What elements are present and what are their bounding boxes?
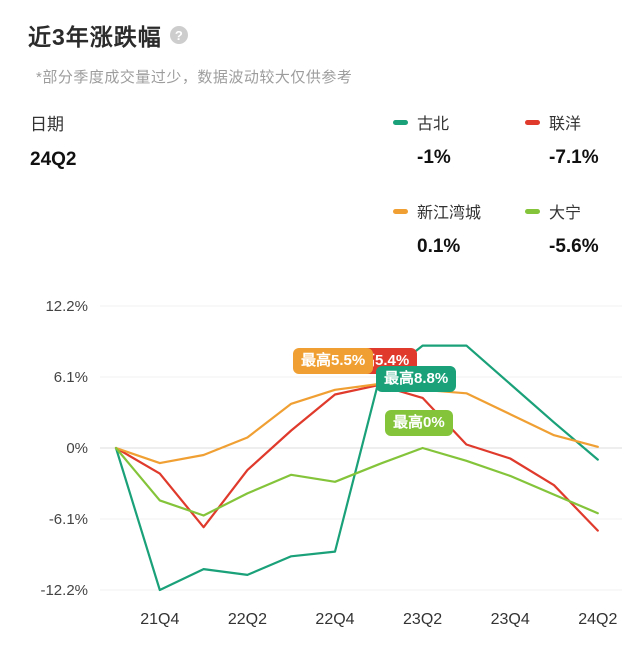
- legend-item-新江湾城[interactable]: 新江湾城 0.1%: [393, 199, 525, 258]
- help-icon[interactable]: ?: [169, 26, 188, 44]
- legend-series-name: 大宁: [549, 205, 582, 222]
- legend-item-联洋[interactable]: 联洋 -7.1%: [525, 110, 640, 169]
- x-axis-label: 22Q2: [228, 611, 267, 628]
- page-title: 近3年涨跌幅: [28, 24, 162, 50]
- x-axis-label: 24Q2: [578, 611, 617, 628]
- max-badge-古北: 最高8.8%: [376, 366, 457, 392]
- x-axis-label: 23Q2: [403, 611, 442, 628]
- disclaimer-note: *部分季度成交量过少，数据波动较大仅供参考: [36, 69, 353, 86]
- max-badge-新江湾城: 最高5.5%: [293, 348, 374, 374]
- legend-marker-icon: [525, 119, 540, 125]
- max-badge-大宁: 最高0%: [385, 410, 453, 436]
- legend-marker-icon: [525, 208, 540, 214]
- legend-series-value: 0.1%: [417, 236, 461, 257]
- x-axis-label: 22Q4: [315, 611, 354, 628]
- trend-line-联洋: [114, 383, 599, 532]
- legend-item-古北[interactable]: 古北 -1%: [393, 110, 525, 169]
- y-axis-label: -12.2%: [40, 582, 88, 599]
- legend-series-name: 新江湾城: [417, 205, 482, 222]
- date-value: 24Q2: [30, 149, 77, 170]
- date-label: 日期: [30, 115, 64, 134]
- y-axis-label: 0%: [66, 440, 88, 457]
- legend-item-大宁[interactable]: 大宁 -5.6%: [525, 199, 640, 258]
- series-legend: 古北 -1% 联洋 -7.1% 新江湾城 0.1% 大宁 -5.6%: [393, 110, 640, 258]
- x-axis-label: 21Q4: [140, 611, 179, 628]
- chart-area: 12.2% 6.1% 0% -6.1% -12.2% 21Q4 22Q2 22Q4 23Q2 23…: [0, 280, 640, 651]
- card-header: 近3年涨跌幅 ?: [28, 18, 188, 52]
- y-axis-label: 12.2%: [45, 298, 88, 315]
- trend-line-新江湾城: [114, 382, 599, 465]
- trend-line-大宁: [114, 446, 599, 517]
- legend-series-name: 古北: [417, 116, 450, 133]
- legend-marker-icon: [393, 119, 408, 125]
- legend-series-value: -5.6%: [549, 236, 599, 257]
- legend-series-name: 联洋: [549, 116, 582, 133]
- y-axis-label: -6.1%: [49, 511, 88, 528]
- date-block: 日期 24Q2: [30, 110, 76, 171]
- x-axis-label: 23Q4: [491, 611, 530, 628]
- y-axis-label: 6.1%: [54, 369, 88, 386]
- trend-line-chart: 12.2% 6.1% 0% -6.1% -12.2% 21Q4 22Q2 22Q4 23Q2 23…: [40, 298, 622, 628]
- trend-line-古北: [114, 344, 599, 592]
- legend-series-value: -7.1%: [549, 147, 599, 168]
- legend-marker-icon: [393, 208, 408, 214]
- legend-series-value: -1%: [417, 147, 451, 168]
